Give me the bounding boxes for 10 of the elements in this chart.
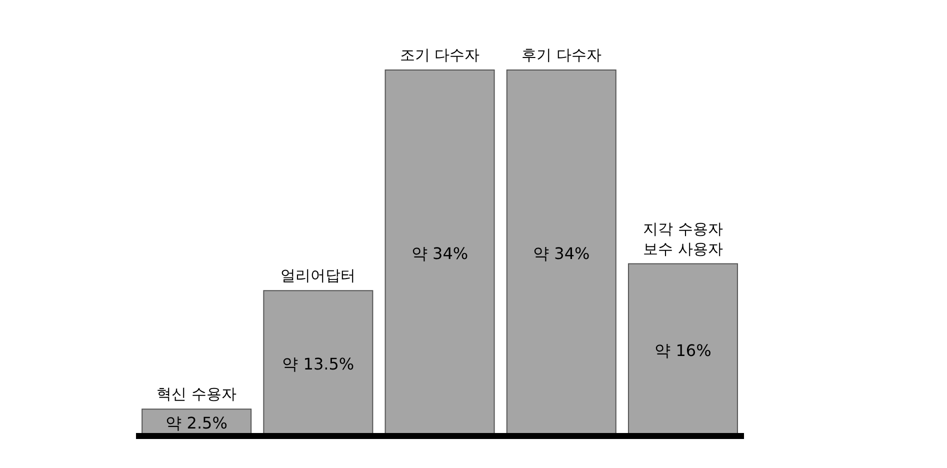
data-label: 약 2.5% [166,414,228,433]
x-tick-label: 혁신 수용자 [156,385,236,404]
x-tick-label: 조기 다수자 [400,46,480,64]
x-tick-label: 지각 수용자 보수 사용자 [643,220,723,258]
data-label: 약 13.5% [282,354,354,374]
x-tick-label: 후기 다수자 [521,46,602,64]
x-tick-label: 얼리어답터 [280,266,356,285]
data-label: 약 34% [411,244,468,263]
data-label: 약 34% [533,244,590,263]
data-label: 약 16% [654,340,712,360]
